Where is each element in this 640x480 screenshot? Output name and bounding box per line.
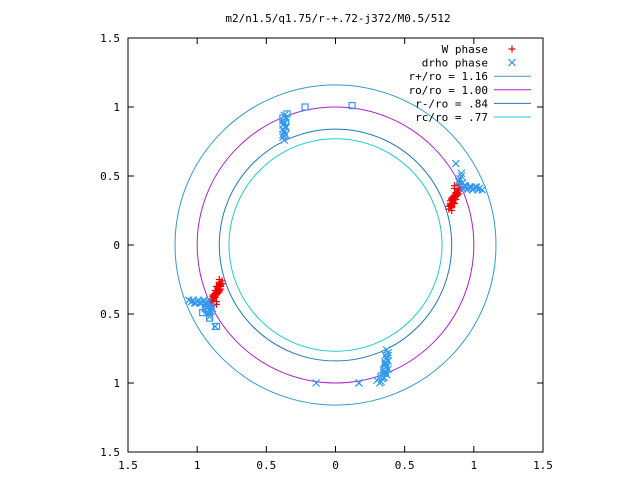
legend-label: r-/ro = .84 xyxy=(415,97,488,110)
data-point xyxy=(282,118,290,126)
legend-label: W phase xyxy=(442,43,488,56)
y-tick-label: 1.5 xyxy=(100,446,120,459)
x-tick-label: 0.5 xyxy=(256,459,276,472)
axes: 1.5 1 0.5 0 0.5 1 1.51.510.500.511.5 xyxy=(100,32,553,472)
reference-circle xyxy=(174,84,497,406)
y-tick-label: 1 xyxy=(113,377,120,390)
data-point xyxy=(212,322,221,331)
y-tick-label: 0 xyxy=(113,239,120,252)
reference-circle xyxy=(228,138,443,352)
data-point xyxy=(379,373,388,382)
data-point xyxy=(280,132,289,140)
chart-title: m2/n1.5/q1.75/r-+.72-j372/M0.5/512 xyxy=(225,12,450,25)
data-point xyxy=(445,202,453,210)
data-point xyxy=(355,379,363,387)
data-point xyxy=(450,182,458,190)
data-point xyxy=(208,292,216,300)
reference-circle xyxy=(196,106,475,384)
x-tick-label: 1.5 xyxy=(118,459,138,472)
x-tick-label: 1 xyxy=(471,459,478,472)
data-point xyxy=(455,190,463,198)
x-tick-label: 1.5 xyxy=(533,459,553,472)
data-point xyxy=(204,307,212,315)
data-point xyxy=(214,282,222,290)
data-point xyxy=(451,159,460,168)
data-point xyxy=(384,351,392,360)
reference-circles xyxy=(174,84,497,406)
data-point xyxy=(461,181,470,190)
legend-marker xyxy=(508,45,516,53)
x-tick-label: 0 xyxy=(332,459,339,472)
data-point xyxy=(457,172,466,180)
data-point xyxy=(215,276,223,283)
y-tick-label: 1.5 xyxy=(100,32,120,45)
data-point xyxy=(283,110,291,118)
legend-label: ro/ro = 1.00 xyxy=(409,84,488,97)
data-point xyxy=(211,322,220,331)
x-tick-label: 1 xyxy=(194,459,201,472)
data-point xyxy=(301,103,309,111)
data-point xyxy=(189,296,197,305)
data-point xyxy=(457,169,466,178)
data-point xyxy=(448,195,456,203)
legend-label: rc/ro = .77 xyxy=(415,111,488,124)
y-tick-label: 1 xyxy=(113,101,120,114)
legend-label: r+/ro = 1.16 xyxy=(409,70,488,83)
data-point xyxy=(449,200,457,208)
y-tick-label: 0.5 xyxy=(100,170,120,183)
data-point xyxy=(377,372,385,380)
data-point xyxy=(448,207,456,214)
data-point xyxy=(206,314,214,322)
data-point xyxy=(348,102,356,110)
y-tick-label: 0.5 xyxy=(100,308,120,321)
legend-label: drho phase xyxy=(422,57,488,70)
data-point xyxy=(312,379,321,387)
data-point xyxy=(380,365,388,373)
reference-circle xyxy=(218,128,453,362)
data-point xyxy=(218,280,226,288)
data-point xyxy=(373,376,381,385)
x-tick-label: 0.5 xyxy=(395,459,415,472)
data-point xyxy=(215,287,223,295)
data-point xyxy=(381,361,389,369)
data-points xyxy=(184,102,487,387)
data-point xyxy=(474,185,482,194)
legend-marker xyxy=(508,58,516,67)
